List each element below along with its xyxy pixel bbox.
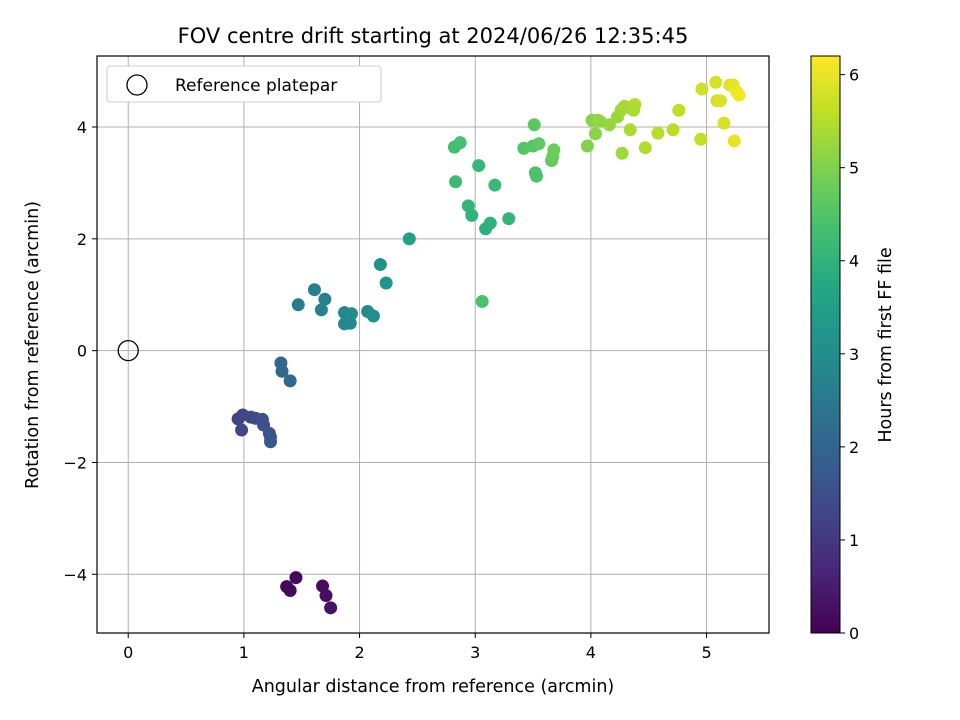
colorbar-tick-label: 0 (849, 624, 859, 643)
data-point (475, 294, 489, 308)
colorbar: 0 1 2 3 4 5 6 Hours from first FF file (810, 55, 896, 643)
data-point (602, 118, 616, 132)
data-point (532, 137, 546, 151)
data-point (318, 292, 332, 306)
reference-platepar-point (117, 340, 139, 362)
data-point (289, 571, 303, 585)
x-axis-title: Angular distance from reference (arcmin) (252, 677, 615, 697)
data-point (628, 98, 642, 112)
data-point (580, 139, 594, 153)
data-point (488, 178, 502, 192)
colorbar-tick-label: 3 (849, 345, 859, 364)
y-tick-label: −4 (63, 565, 87, 584)
legend-marker-open-circle (126, 74, 148, 96)
data-points (231, 75, 746, 615)
colorbar-title: Hours from first FF file (876, 247, 896, 442)
x-tick-label: 3 (470, 643, 480, 662)
data-point (589, 127, 603, 141)
data-point (379, 276, 393, 290)
data-point (651, 126, 665, 140)
data-point (713, 94, 727, 108)
data-point (453, 136, 467, 150)
data-point (502, 212, 516, 226)
data-point (291, 298, 305, 312)
data-point (483, 216, 497, 230)
x-tick-label: 0 (123, 643, 133, 662)
data-point (638, 141, 652, 155)
colorbar-ticks: 0 1 2 3 4 5 6 (840, 66, 859, 643)
gridlines (97, 56, 769, 633)
data-point (709, 75, 723, 89)
colorbar-gradient (810, 55, 841, 634)
data-point (307, 283, 321, 297)
data-point (717, 116, 731, 130)
data-point (615, 146, 629, 160)
data-point (314, 303, 328, 317)
colorbar-tick-label: 1 (849, 531, 859, 550)
data-point (694, 132, 708, 146)
colorbar-tick-label: 4 (849, 252, 859, 271)
data-point (283, 374, 297, 388)
data-point (547, 143, 561, 157)
data-point (527, 118, 541, 132)
data-point (344, 307, 358, 321)
y-axis: −4 −2 0 2 4 (63, 118, 97, 584)
colorbar-tick-label: 6 (849, 66, 859, 85)
data-point (235, 423, 249, 437)
y-axis-title: Rotation from reference (arcmin) (23, 201, 43, 489)
data-point (449, 175, 463, 189)
y-tick-label: 0 (77, 342, 87, 361)
y-tick-label: 4 (77, 118, 87, 137)
data-point (732, 88, 746, 102)
reference-marker (117, 340, 139, 362)
x-axis: 0 1 2 3 4 5 (123, 633, 712, 662)
data-point (319, 589, 333, 603)
chart-title: FOV centre drift starting at 2024/06/26 … (178, 24, 689, 48)
legend-label: Reference platepar (175, 76, 337, 96)
data-point (727, 134, 741, 148)
x-tick-label: 4 (586, 643, 596, 662)
data-point (324, 601, 338, 615)
colorbar-tick-label: 5 (849, 159, 859, 178)
data-point (666, 123, 680, 137)
data-point (465, 208, 479, 222)
legend: Reference platepar (106, 65, 382, 103)
data-point (343, 316, 357, 330)
data-point (672, 103, 686, 117)
x-tick-label: 2 (354, 643, 364, 662)
colorbar-tick-label: 2 (849, 438, 859, 457)
y-tick-label: 2 (77, 230, 87, 249)
data-point (530, 169, 544, 183)
data-point (283, 584, 297, 598)
data-point (366, 309, 380, 323)
legend-box (106, 65, 382, 103)
data-point (263, 435, 277, 449)
y-tick-label: −2 (63, 453, 87, 472)
data-point (472, 159, 486, 173)
data-point (373, 258, 387, 272)
plot-frame (96, 55, 770, 634)
data-point (402, 232, 416, 246)
data-point (623, 123, 637, 137)
x-tick-label: 1 (239, 643, 249, 662)
data-point (695, 82, 709, 96)
data-point (275, 364, 289, 378)
x-tick-label: 5 (701, 643, 711, 662)
